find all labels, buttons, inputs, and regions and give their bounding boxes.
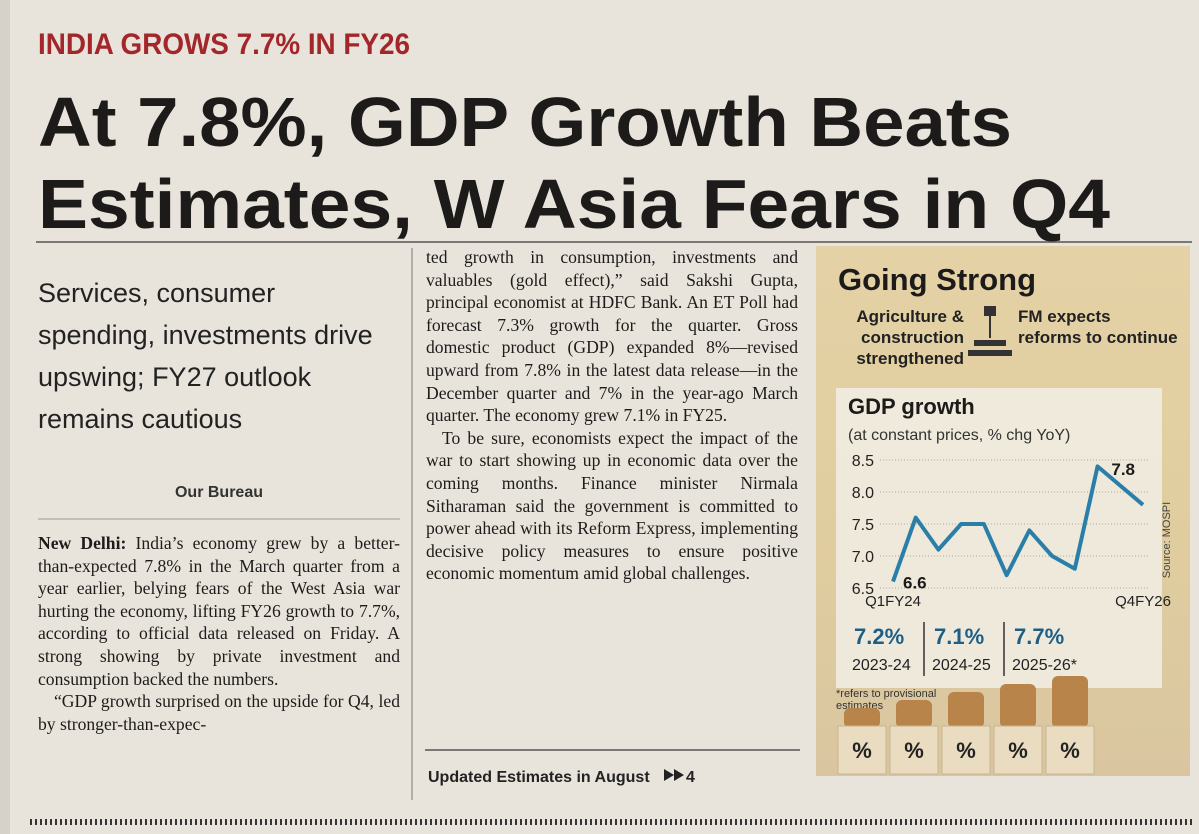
right-note: FM expects reforms to continue bbox=[1018, 307, 1178, 347]
chart-source: Source: MOSPI bbox=[1161, 502, 1173, 578]
column: ted growth in consumption, investments a… bbox=[426, 246, 798, 585]
refer: Updated Estimates in August bbox=[428, 769, 650, 786]
annual-year: 2024-25 bbox=[932, 657, 991, 674]
column: New Delhi: India’s economy grew by a bet… bbox=[38, 532, 400, 735]
coin-stack bbox=[1052, 676, 1088, 728]
annual-year: 2023-24 bbox=[852, 657, 911, 674]
block bbox=[889, 725, 939, 775]
y-tick-label: 6.5 bbox=[852, 581, 874, 598]
crane-icon bbox=[968, 306, 1012, 356]
dateline: New Delhi: bbox=[38, 533, 127, 553]
left-note: Agriculture & construction strengthened bbox=[856, 307, 964, 368]
refer-page: 4 bbox=[686, 769, 695, 786]
annual-value: 7.2% bbox=[854, 624, 904, 649]
coin-stack bbox=[1000, 684, 1036, 728]
block-label: % bbox=[1060, 738, 1080, 763]
block-label: % bbox=[904, 738, 924, 763]
annual-year: 2025-26* bbox=[1012, 657, 1077, 674]
chart-subtitle: (at constant prices, % chg YoY) bbox=[848, 427, 1070, 444]
paragraph: “GDP growth surprised on the upside for … bbox=[38, 691, 400, 734]
arrow-icon bbox=[664, 769, 674, 781]
deck: Services, consumer spending, investments… bbox=[38, 278, 373, 434]
headline-line: Estimates, W Asia Fears in Q4 bbox=[38, 165, 1110, 243]
x-tick-label: Q1FY24 bbox=[865, 593, 921, 610]
headline-line: At 7.8%, GDP Growth Beats bbox=[38, 83, 1012, 161]
block bbox=[993, 725, 1043, 775]
y-tick-label: 7.5 bbox=[852, 517, 874, 534]
y-tick-label: 8.5 bbox=[852, 453, 874, 470]
paragraph: ted growth in consumption, investments a… bbox=[426, 247, 798, 426]
block-label: % bbox=[852, 738, 872, 763]
paragraph: New Delhi: India’s economy grew by a bet… bbox=[38, 532, 400, 690]
note-box: FM expects reforms to continue bbox=[1018, 307, 1178, 347]
arrow-icon bbox=[674, 769, 684, 781]
chart-panel bbox=[836, 388, 1162, 688]
x-tick-label: Q4FY26 bbox=[1115, 593, 1171, 610]
coin-stack bbox=[896, 700, 932, 728]
y-tick-label: 8.0 bbox=[852, 485, 874, 502]
kicker: INDIA GROWS 7.7% IN FY26 bbox=[38, 28, 410, 61]
block bbox=[941, 725, 991, 775]
annual-value: 7.1% bbox=[934, 624, 984, 649]
sidebar-title: Going Strong bbox=[838, 262, 1036, 297]
block bbox=[837, 725, 887, 775]
paragraph-text: India’s economy grew by a better-than-ex… bbox=[38, 533, 400, 689]
note-box: Agriculture & construction strengthened bbox=[856, 307, 964, 368]
data-line bbox=[891, 464, 1145, 583]
y-tick-label: 7.0 bbox=[852, 549, 874, 566]
block bbox=[1045, 725, 1095, 775]
block-label: % bbox=[956, 738, 976, 763]
edge-shadow bbox=[0, 0, 10, 834]
block-label: % bbox=[1008, 738, 1028, 763]
annual-value: 7.7% bbox=[1014, 624, 1064, 649]
byline: Our Bureau bbox=[174, 484, 263, 501]
data-label: 6.6 bbox=[903, 574, 927, 593]
coin-stack bbox=[844, 708, 880, 728]
chart-title: GDP growth bbox=[848, 394, 975, 419]
paragraph: To be sure, economists expect the impact… bbox=[426, 427, 798, 584]
data-label: 7.8 bbox=[1111, 460, 1135, 479]
coin-stack bbox=[948, 692, 984, 728]
